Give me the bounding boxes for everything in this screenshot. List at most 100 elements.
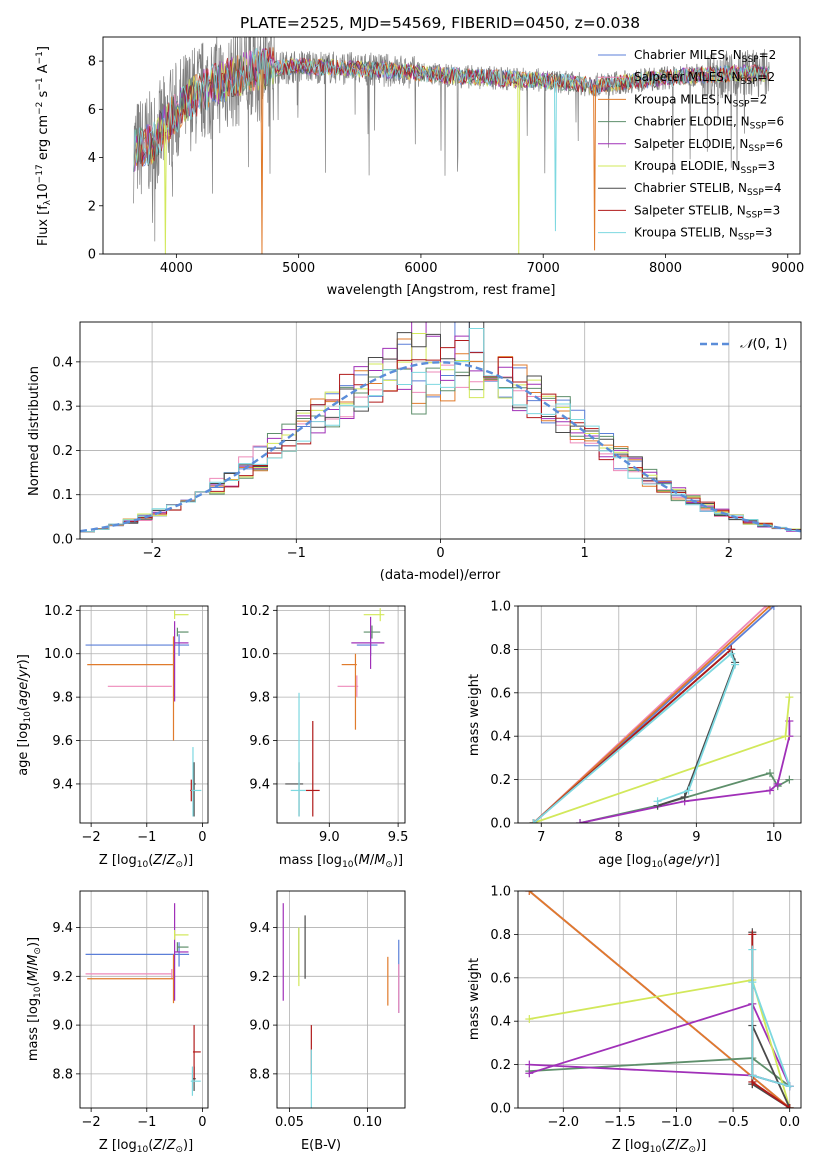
y-tick-label: 10.2 [44, 604, 73, 619]
x-tick-label: −1 [137, 1115, 156, 1130]
panel-weight-vs-Z: −2.0 −1.5 −1.0 −0.5 0.0 0.0 0.2 0.4 0.6 0.8 1.0 Z … [467, 885, 802, 1155]
model-dip [553, 81, 557, 232]
y-tick-label: 9.4 [249, 777, 270, 792]
weight-vs-age-ticks: 7 8 9 10 0.0 0.2 0.4 0.6 0.8 1.0 [490, 600, 782, 846]
mass-ebv-xlabel: E(B-V) [301, 1138, 341, 1153]
weight-line [529, 1002, 792, 1088]
spectrum-ylabel: Flux [fλ10−17 erg cm−2 s−1 A−1] [35, 46, 53, 246]
x-tick-label: 9 [692, 830, 700, 845]
y-tick-label: 9.6 [249, 734, 270, 749]
errorbar-point [337, 675, 359, 698]
y-tick-label: 9.4 [52, 921, 73, 936]
x-tick-label: 5000 [282, 261, 315, 276]
errorbar-point [174, 903, 189, 1001]
legend-label: Salpeter ELODIE, NSSP=6 [634, 137, 783, 154]
x-tick-label: 1 [581, 546, 589, 561]
mass-vs-ebv-grid [277, 891, 405, 1108]
legend: Chabrier MILES, NSSP=2 Salpeter MILES, NS… [598, 48, 784, 243]
weight-marker [785, 1104, 794, 1108]
age-vs-Z-content [85, 610, 202, 817]
y-tick-label: 10.2 [241, 604, 270, 619]
y-tick-label: 0.3 [52, 400, 73, 415]
errorbar-point [176, 942, 189, 952]
y-tick-label: 9.2 [249, 970, 270, 985]
age-vs-Z-grid [80, 606, 208, 823]
normal-label: 𝒩(0, 1) [740, 337, 787, 352]
age-vs-mass-content [285, 608, 385, 817]
legend-label: Kroupa ELODIE, NSSP=3 [634, 159, 775, 176]
age-vs-Z-ticks: −2 −1 0 9.4 9.6 9.8 10.0 10.2 [44, 604, 207, 845]
y-tick-label: 8.8 [52, 1067, 73, 1082]
legend-label: Chabrier STELIB, NSSP=4 [634, 181, 782, 198]
x-tick-label: 0 [198, 830, 206, 845]
weight-marker [727, 649, 736, 658]
spectrum-ticks: 4000 5000 6000 7000 8000 9000 0 2 4 6 8 [88, 55, 805, 276]
errorbar-point [305, 721, 320, 817]
residual-histogram [80, 327, 801, 533]
y-tick-label: 9.2 [52, 970, 73, 985]
spectrum-xlabel: wavelength [Angstrom, rest frame] [327, 283, 556, 298]
errorbar-point [363, 625, 381, 639]
weight-line [532, 652, 737, 823]
model-dip [163, 125, 167, 254]
errorbar-point [85, 942, 190, 967]
residuals-histograms [80, 322, 801, 533]
age-vs-mass-grid [277, 606, 405, 823]
y-tick-label: 1.0 [490, 885, 511, 900]
panel-age-vs-mass: 9.0 9.5 9.4 9.6 9.8 10.0 10.2 mass [log10(M/M⊙… [241, 604, 408, 870]
weight-marker [748, 978, 757, 987]
y-tick-label: 9.0 [52, 1019, 73, 1034]
weight-vs-age-content [529, 606, 794, 823]
x-tick-label: −1.0 [661, 1115, 693, 1130]
y-tick-label: 0.0 [490, 817, 511, 832]
x-tick-label: 7 [537, 830, 545, 845]
x-tick-label: 7000 [527, 261, 560, 276]
y-tick-label: 0.0 [490, 1102, 511, 1117]
weight-vs-Z-content [525, 891, 794, 1108]
weight-line [528, 891, 791, 1108]
mass-vs-ebv-content [282, 903, 400, 1108]
errorbar-point [285, 762, 304, 817]
age-vs-mass-ticks: 9.0 9.5 9.4 9.6 9.8 10.0 10.2 [241, 604, 408, 845]
weight-vs-Z-frame [517, 890, 802, 1109]
weight-marker [576, 819, 585, 823]
y-tick-label: 0.8 [490, 928, 511, 943]
weight-marker [653, 797, 662, 806]
mass-vs-Z-frame [79, 890, 209, 1109]
spectrum-frame [102, 36, 801, 255]
y-tick-label: 9.8 [52, 691, 73, 706]
residuals-xlabel: (data-model)/error [380, 568, 501, 583]
y-tick-label: 9.4 [249, 921, 270, 936]
weight-marker [684, 786, 693, 795]
weight-marker [765, 786, 774, 795]
chart-title: PLATE=2525, MJD=54569, FIBERID=0450, z=0… [240, 14, 640, 32]
x-tick-label: 0.10 [353, 1115, 382, 1130]
model-spectrum [133, 47, 770, 173]
x-tick-label: −1 [287, 546, 306, 561]
y-tick-label: 0.6 [490, 971, 511, 986]
legend-label: Kroupa STELIB, NSSP=3 [634, 226, 772, 243]
x-tick-label: 9000 [771, 261, 804, 276]
weight-marker [731, 660, 740, 669]
weight-marker [525, 1015, 534, 1024]
errorbar-point [341, 653, 357, 730]
panel-spectrum: 4000 5000 6000 7000 8000 9000 0 2 4 6 8 wavelength… [35, 36, 805, 298]
age-vs-Z-frame [79, 605, 209, 824]
y-tick-label: 9.0 [249, 1019, 270, 1034]
errorbar-point [85, 969, 173, 979]
weight-vs-Z-ticks: −2.0 −1.5 −1.0 −0.5 0.0 0.0 0.2 0.4 0.6 0.8 1.0 [490, 885, 800, 1131]
mass-Z-ylabel: mass [log10(M/M⊙)] [26, 937, 43, 1061]
y-tick-label: 10.0 [241, 647, 270, 662]
age-Z-xlabel: Z [log10(Z/Z⊙)] [99, 853, 193, 870]
y-tick-label: 0.4 [490, 730, 511, 745]
errorbar-point [174, 930, 189, 940]
errorbar-point [351, 616, 385, 669]
normal-curve [80, 361, 801, 533]
errorbar-point [191, 747, 202, 817]
x-tick-label: 8000 [649, 261, 682, 276]
y-tick-label: 0.1 [52, 488, 73, 503]
weight-vs-age-frame [517, 605, 802, 824]
weight-marker [748, 945, 757, 954]
weight-age-ylabel: mass weight [467, 674, 482, 756]
